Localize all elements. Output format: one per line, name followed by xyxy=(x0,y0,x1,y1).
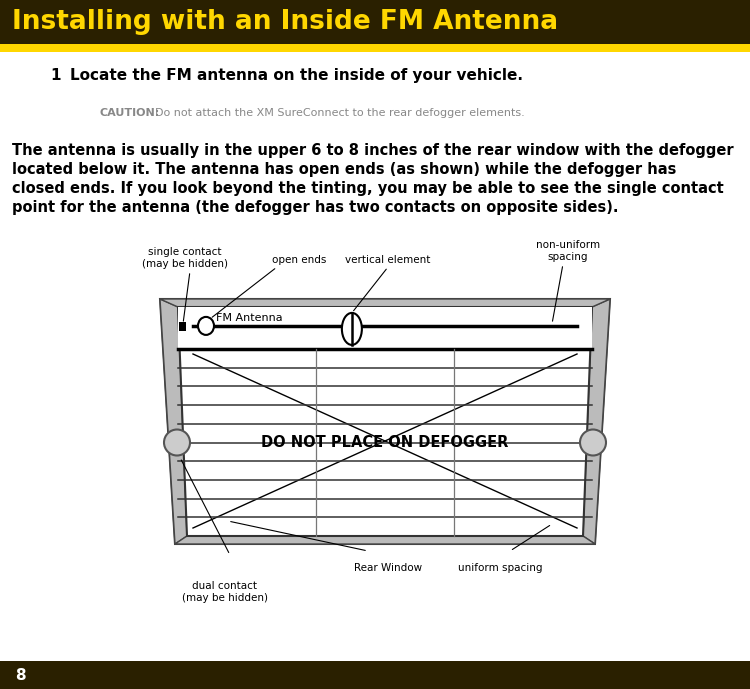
Bar xyxy=(0,44,750,52)
Text: CAUTION:: CAUTION: xyxy=(100,108,160,118)
Polygon shape xyxy=(160,299,187,544)
Text: Rear Window: Rear Window xyxy=(354,563,422,573)
Text: FM Antenna: FM Antenna xyxy=(216,313,283,323)
Ellipse shape xyxy=(580,429,606,455)
Text: Installing with an Inside FM Antenna: Installing with an Inside FM Antenna xyxy=(12,9,558,35)
Text: Locate the FM antenna on the inside of your vehicle.: Locate the FM antenna on the inside of y… xyxy=(70,68,523,83)
Polygon shape xyxy=(583,299,610,544)
Polygon shape xyxy=(175,536,595,544)
Text: uniform spacing: uniform spacing xyxy=(458,563,542,573)
Polygon shape xyxy=(160,299,610,307)
Ellipse shape xyxy=(164,429,190,455)
Text: The antenna is usually in the upper 6 to 8 inches of the rear window with the de: The antenna is usually in the upper 6 to… xyxy=(12,143,734,158)
Text: single contact
(may be hidden): single contact (may be hidden) xyxy=(142,247,228,269)
Text: 1: 1 xyxy=(50,68,61,83)
Text: point for the antenna (the defogger has two contacts on opposite sides).: point for the antenna (the defogger has … xyxy=(12,200,619,215)
Text: located below it. The antenna has open ends (as shown) while the defogger has: located below it. The antenna has open e… xyxy=(12,162,676,177)
Bar xyxy=(179,322,186,331)
Text: closed ends. If you look beyond the tinting, you may be able to see the single c: closed ends. If you look beyond the tint… xyxy=(12,181,724,196)
Text: Do not attach the XM SureConnect to the rear defogger elements.: Do not attach the XM SureConnect to the … xyxy=(155,108,525,118)
Ellipse shape xyxy=(198,317,214,335)
Bar xyxy=(0,0,750,44)
Text: DO NOT PLACE ON DEFOGGER: DO NOT PLACE ON DEFOGGER xyxy=(261,435,509,450)
Bar xyxy=(178,307,592,349)
Ellipse shape xyxy=(342,313,362,345)
Text: vertical element: vertical element xyxy=(345,255,430,265)
Text: non-uniform
spacing: non-uniform spacing xyxy=(536,240,600,262)
Text: 8: 8 xyxy=(15,668,26,683)
Polygon shape xyxy=(160,299,610,544)
Polygon shape xyxy=(178,307,592,536)
Bar xyxy=(0,661,750,689)
Text: open ends: open ends xyxy=(272,255,326,265)
Text: dual contact
(may be hidden): dual contact (may be hidden) xyxy=(182,581,268,603)
